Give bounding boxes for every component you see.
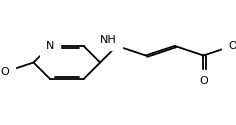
Text: N: N: [46, 41, 54, 51]
Text: O: O: [228, 41, 236, 51]
Text: O: O: [199, 76, 208, 86]
Text: O: O: [0, 67, 9, 77]
Text: NH: NH: [100, 35, 117, 45]
